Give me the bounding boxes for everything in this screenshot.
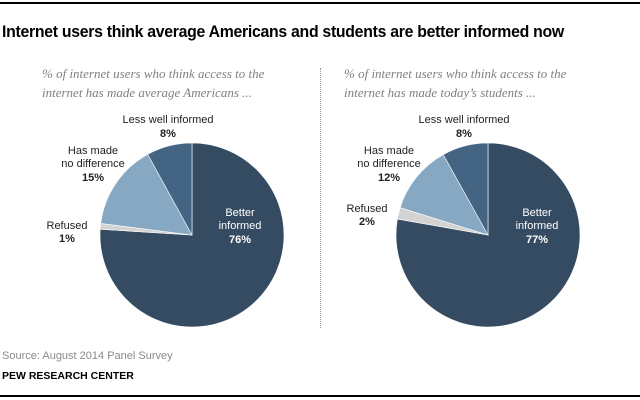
- right-subtitle-line: % of internet users who think access to …: [344, 66, 567, 81]
- pie-slice-has-made-no-difference: [100, 153, 193, 236]
- left-subtitle: % of internet users who think access to …: [42, 64, 314, 102]
- bottom-rule: [0, 395, 640, 397]
- value-better-informed: 76%: [229, 234, 251, 246]
- top-rule: [0, 2, 640, 4]
- pie-slice-has-made-no-difference: [399, 154, 489, 236]
- label-better-informed: informed: [219, 220, 262, 232]
- value-less-well-informed: 8%: [160, 128, 176, 140]
- value-no-difference: 12%: [378, 172, 400, 184]
- pie-slice-better-informed: [395, 142, 581, 328]
- label-refused: Refused: [347, 203, 388, 215]
- label-better-informed: Better: [225, 207, 255, 219]
- value-refused: 2%: [359, 216, 375, 228]
- pie-slice-less-well-informed: [147, 142, 193, 236]
- source-note: Source: August 2014 Panel Survey: [2, 350, 173, 362]
- label-no-difference: Has made: [68, 145, 118, 157]
- label-no-difference: Has made: [364, 145, 414, 157]
- label-no-difference: no difference: [357, 158, 420, 170]
- right-subtitle-line: internet has made today’s students ...: [344, 85, 536, 100]
- value-better-informed: 77%: [526, 234, 548, 246]
- label-no-difference: no difference: [61, 158, 124, 170]
- label-better-informed: Better: [522, 207, 552, 219]
- left-subtitle-line: internet has made average Americans ...: [42, 85, 252, 100]
- pie-todays-students: [395, 142, 581, 328]
- pie-slice-less-well-informed: [442, 142, 489, 237]
- organization-name: PEW RESEARCH CENTER: [2, 370, 134, 382]
- left-subtitle-line: % of internet users who think access to …: [42, 66, 265, 81]
- divider: [320, 68, 321, 328]
- right-subtitle: % of internet users who think access to …: [344, 64, 616, 102]
- label-less-well-informed: Less well informed: [418, 114, 509, 126]
- value-no-difference: 15%: [82, 172, 104, 184]
- label-better-informed: informed: [516, 220, 559, 232]
- value-less-well-informed: 8%: [456, 128, 472, 140]
- chart-title: Internet users think average Americans a…: [2, 22, 564, 41]
- label-less-well-informed: Less well informed: [122, 114, 213, 126]
- value-refused: 1%: [59, 233, 75, 245]
- label-refused: Refused: [47, 220, 88, 232]
- pie-average-americans: [99, 142, 285, 328]
